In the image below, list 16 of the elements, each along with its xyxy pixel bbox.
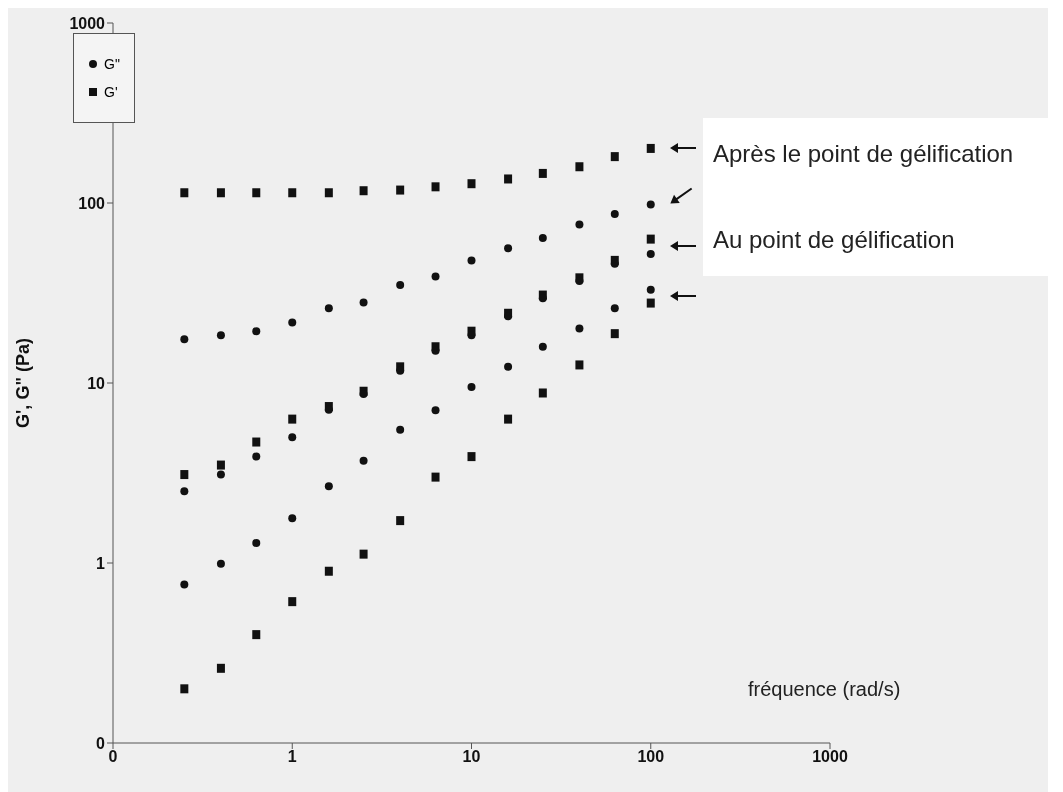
legend-label: G': [104, 84, 118, 100]
x-tick-label: 100: [637, 748, 665, 766]
y-tick-label: 0: [96, 734, 106, 752]
y-axis-title: G', G" (Pa): [13, 338, 34, 428]
y-tick-label: 1: [96, 554, 106, 572]
x-tick-label: 0: [108, 748, 118, 766]
x-axis-title: fréquence (rad/s): [748, 678, 901, 701]
y-tick-label: 10: [87, 374, 106, 392]
annotation: Après le point de gélification: [713, 140, 1015, 168]
y-tick-label: 100: [78, 194, 106, 212]
x-tick-label: 1: [287, 748, 297, 766]
legend-label: G": [104, 56, 120, 72]
x-tick-label: 1000: [812, 748, 848, 766]
y-tick-label: 1000: [69, 14, 106, 32]
x-tick-label: 10: [462, 748, 481, 766]
annotation: Au point de gélification: [713, 226, 956, 254]
